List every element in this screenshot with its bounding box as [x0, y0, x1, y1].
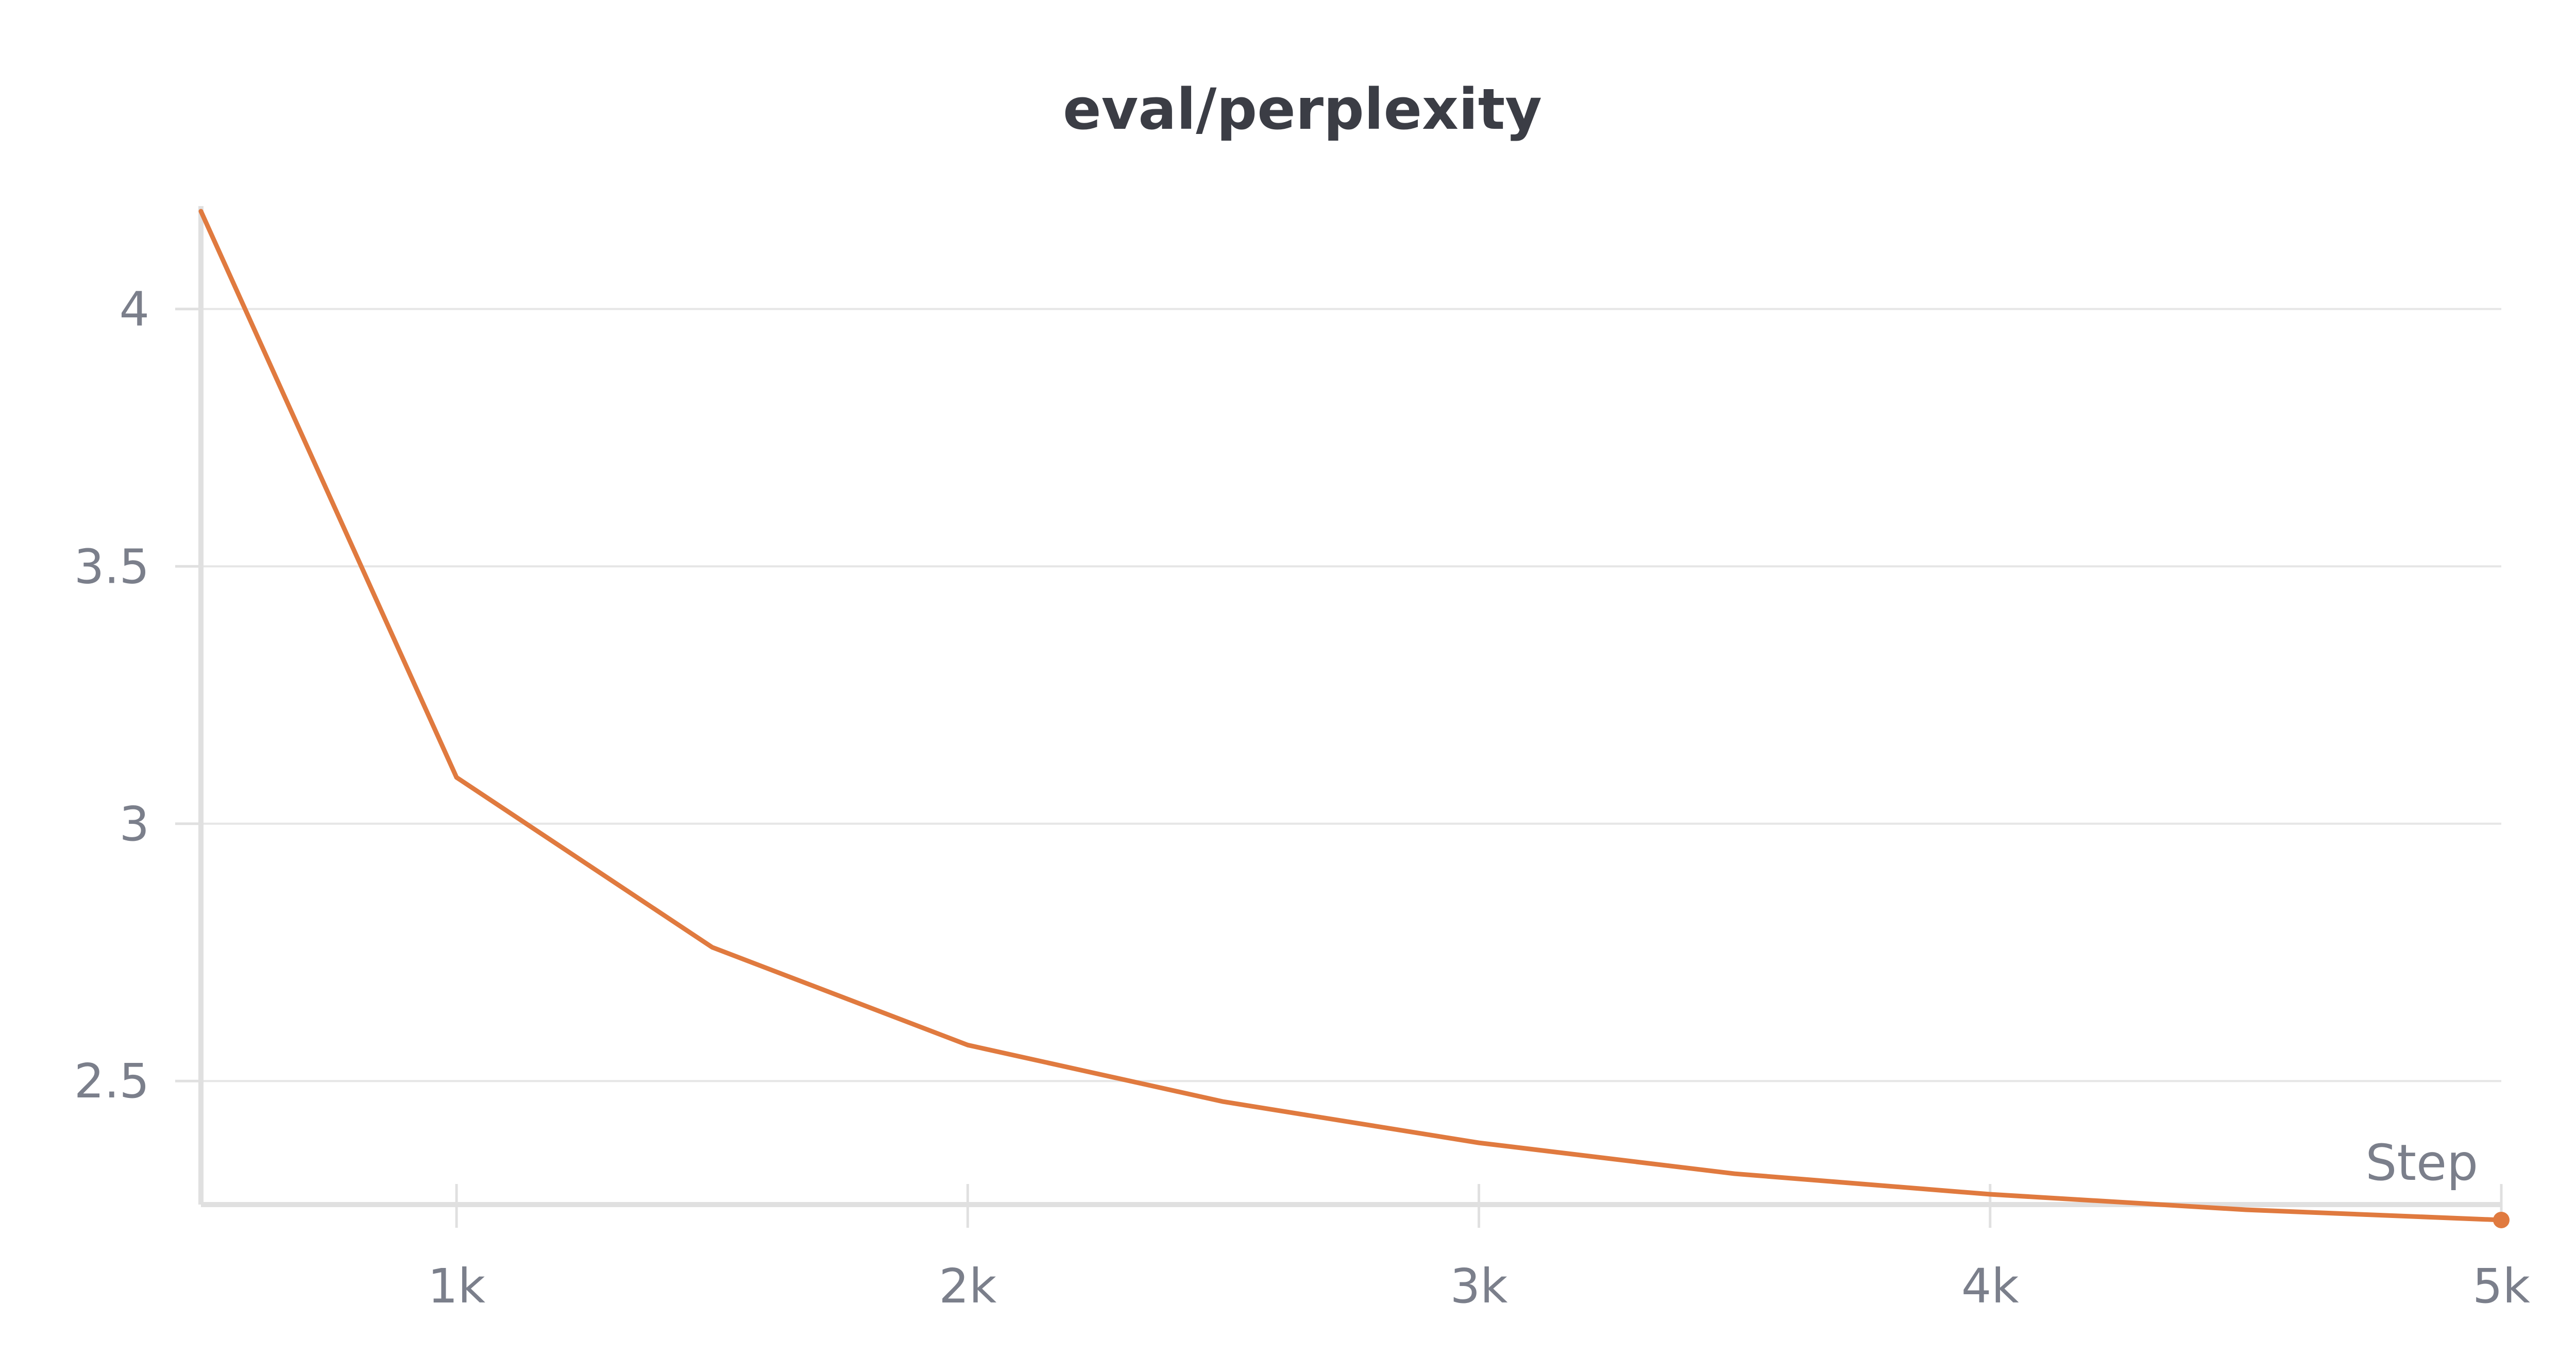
chart-title: eval/perplexity [1063, 76, 1542, 142]
x-tick-label: 3k [1450, 1259, 1509, 1314]
series-layer [198, 209, 2510, 1228]
x-tick-label: 4k [1961, 1259, 2020, 1314]
series-line [198, 209, 2504, 1223]
x-tick-label: 1k [428, 1259, 486, 1314]
label-layer: 2.5 3 3.5 4 1k 2k 3k 4k 5k [74, 282, 2531, 1314]
y-tick-label: 2.5 [74, 1054, 149, 1109]
series-end-point [2493, 1211, 2510, 1228]
y-tick-label: 3.5 [74, 539, 149, 594]
y-tick-label: 4 [119, 282, 149, 337]
axis-layer [175, 206, 2503, 1228]
x-tick-label: 2k [939, 1259, 997, 1314]
x-tick-label: 5k [2472, 1259, 2531, 1314]
y-tick-label: 3 [119, 797, 149, 852]
x-axis-title: Step [2365, 1134, 2478, 1192]
grid-layer [201, 308, 2501, 1082]
